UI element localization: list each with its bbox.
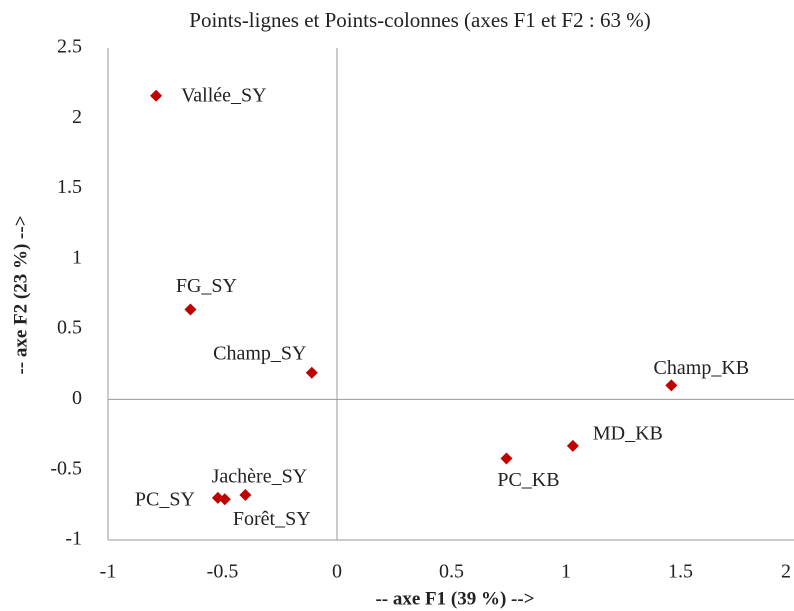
point — [150, 89, 163, 102]
y-tick-label: 0 — [72, 387, 82, 409]
y-tick-label: 2 — [72, 106, 82, 128]
point-label: PC_KB — [497, 469, 559, 491]
x-tick-label: 0.5 — [439, 561, 464, 583]
point-label: Vallée_SY — [181, 84, 267, 106]
point-label: Champ_SY — [213, 342, 306, 364]
x-tick-label: 1 — [561, 561, 571, 583]
y-tick-label: 2.5 — [57, 36, 82, 58]
y-tick-label: -0.5 — [50, 457, 82, 479]
y-tick-label: -1 — [65, 528, 82, 550]
point-label: PC_SY — [135, 488, 195, 510]
point-label: Jachère_SY — [212, 466, 308, 488]
x-tick-label: 2 — [781, 561, 791, 583]
point-label: Forêt_SY — [233, 508, 311, 530]
x-tick-label: 0 — [332, 561, 342, 583]
point — [500, 452, 513, 465]
point — [218, 493, 231, 506]
x-tick-label: -0.5 — [207, 561, 239, 583]
y-tick-label: 1 — [72, 246, 82, 268]
y-axis-label: -- axe F2 (23 %) --> — [10, 215, 31, 374]
point — [239, 489, 252, 502]
point — [184, 303, 197, 316]
y-tick-label: 1.5 — [57, 176, 82, 198]
x-axis-label: -- axe F1 (39 %) --> — [375, 588, 534, 609]
point — [665, 379, 678, 392]
point-label: MD_KB — [593, 422, 663, 444]
point-label: Champ_KB — [654, 357, 750, 379]
x-tick-label: 1.5 — [668, 561, 693, 583]
point — [305, 366, 318, 379]
point — [566, 439, 579, 452]
x-tick-label: -1 — [100, 561, 117, 583]
y-tick-label: 0.5 — [57, 317, 82, 339]
chart-title: Points-lignes et Points-colonnes (axes F… — [189, 8, 650, 32]
point-label: FG_SY — [176, 275, 237, 297]
